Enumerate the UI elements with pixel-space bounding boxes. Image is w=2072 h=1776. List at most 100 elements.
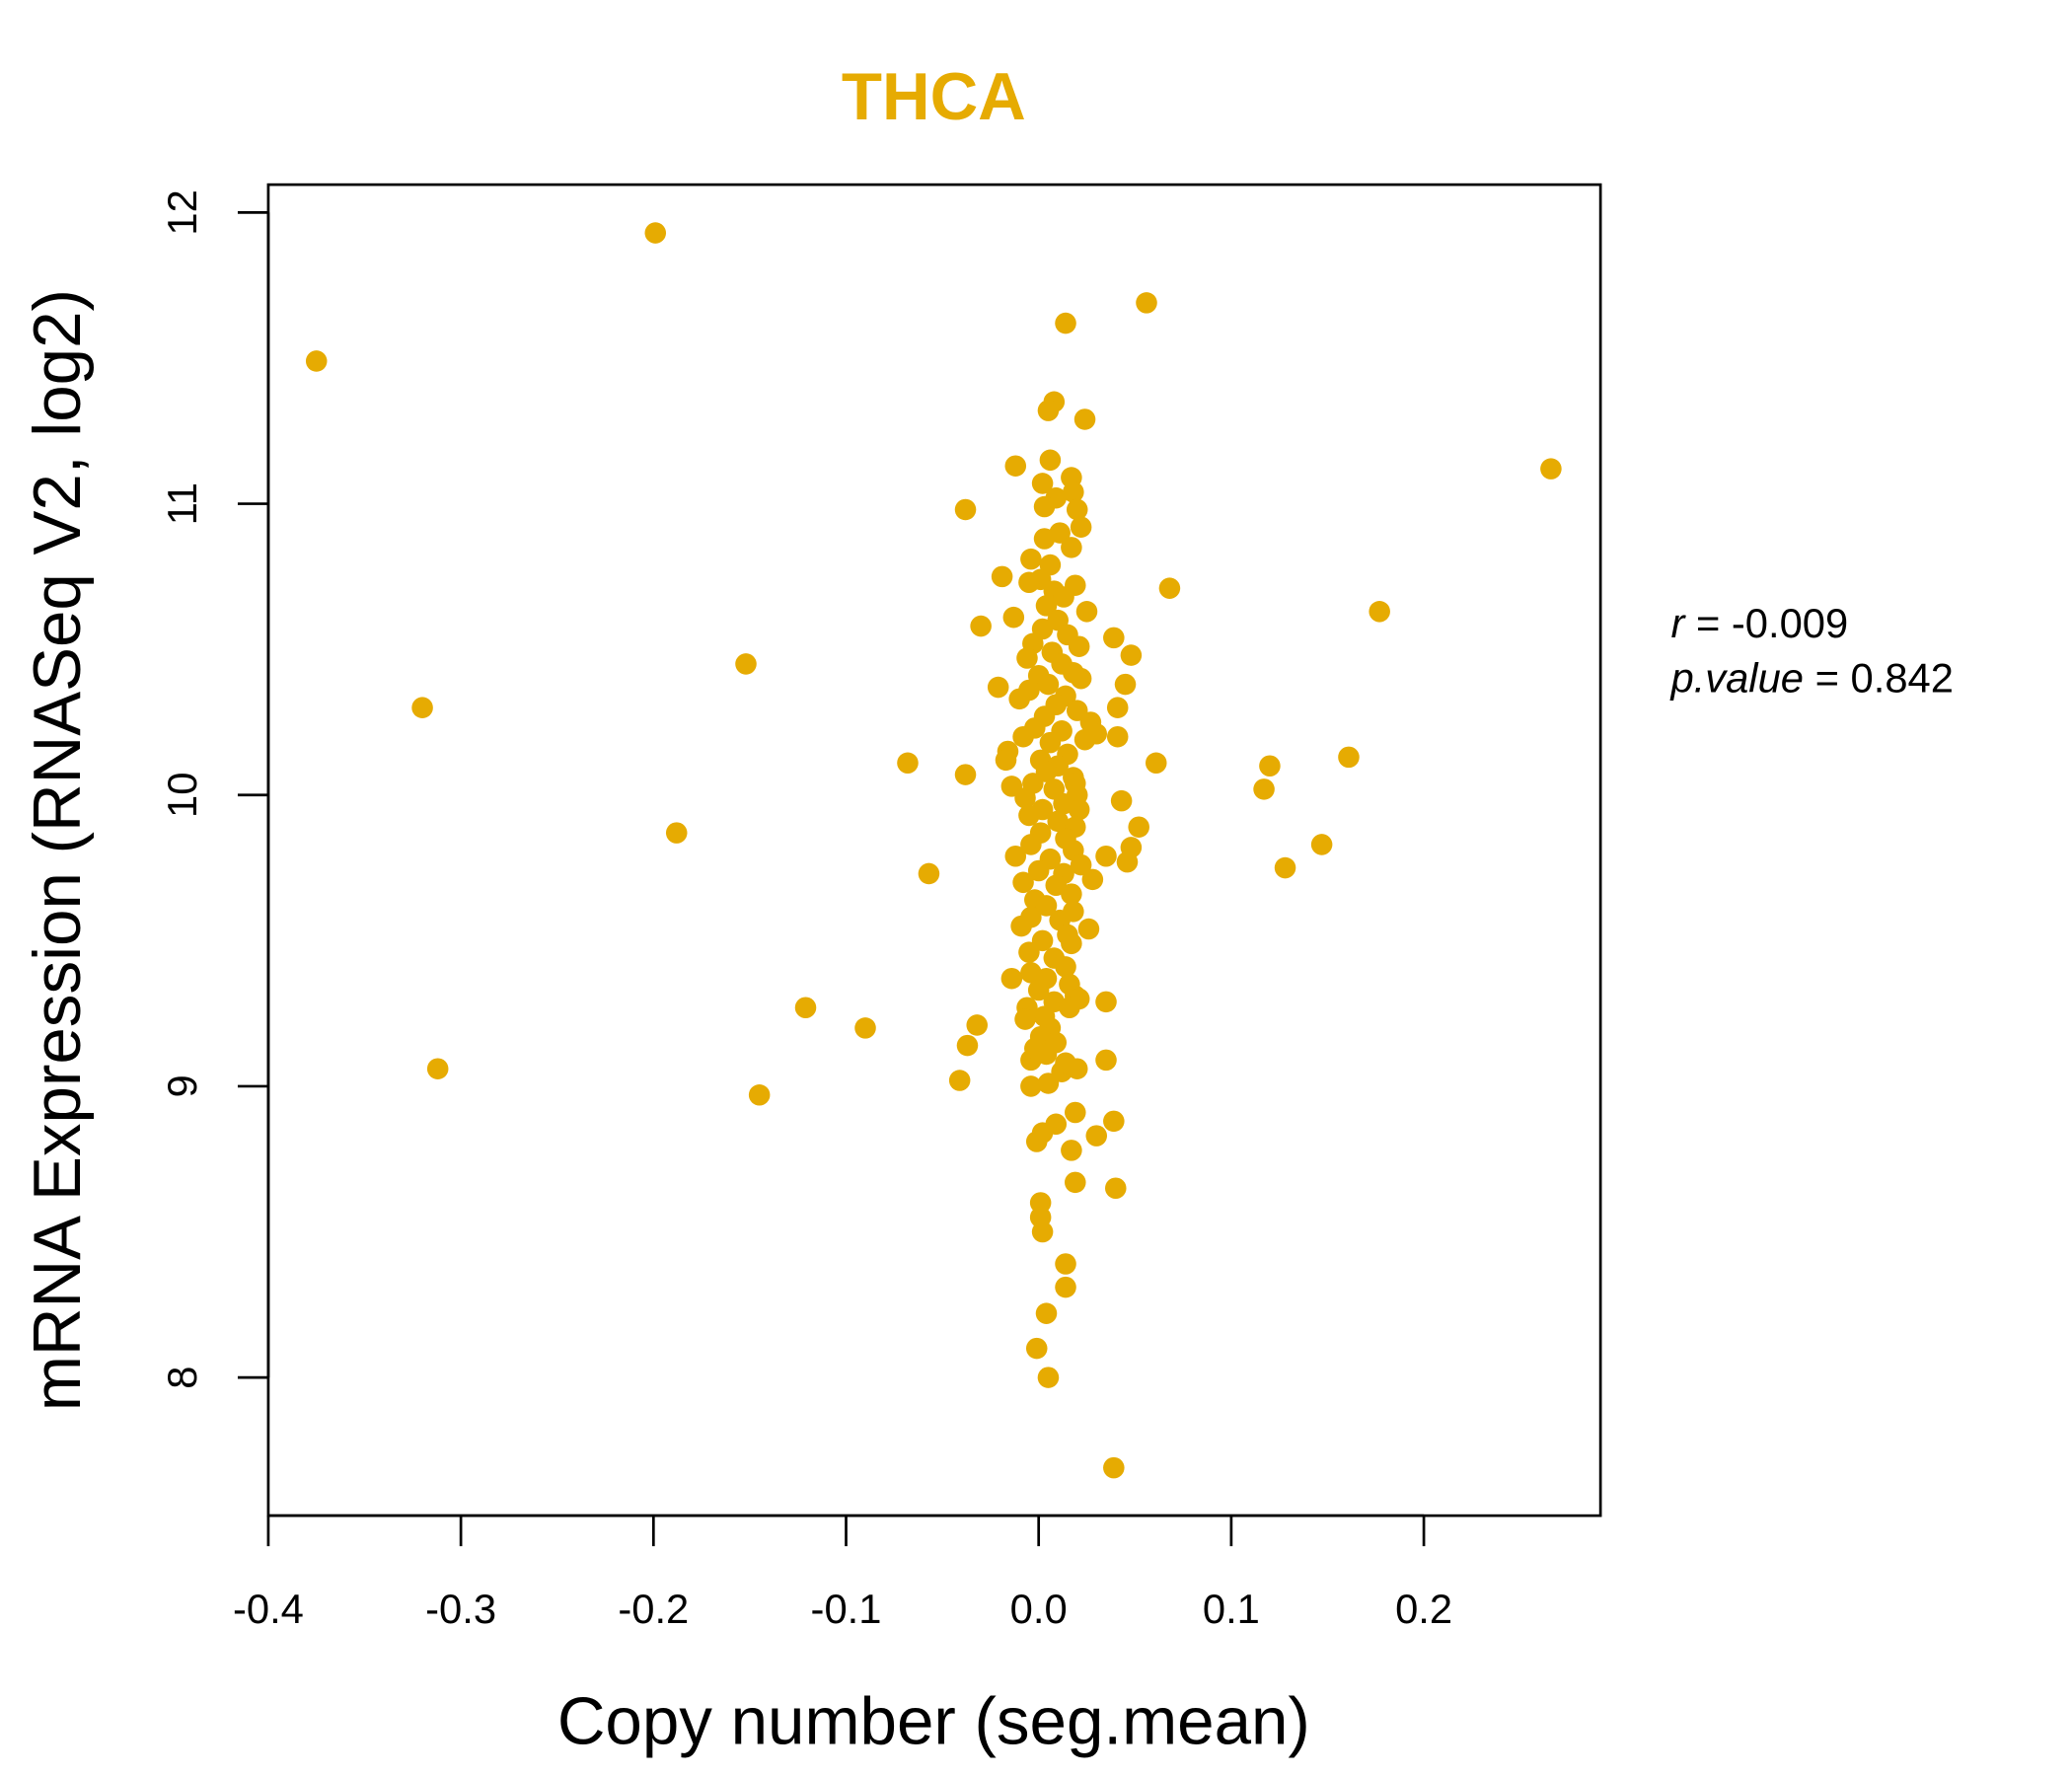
y-axis: 8 9 10 11 12 — [159, 189, 270, 1389]
data-point — [1061, 537, 1082, 558]
data-point — [1095, 1049, 1117, 1072]
data-point — [1031, 473, 1054, 494]
data-point — [1106, 725, 1129, 748]
data-point — [1070, 853, 1092, 876]
data-point — [1010, 915, 1032, 937]
stat-p: p.value = 0.842 — [1668, 654, 1953, 701]
x-tick-label: 0.0 — [1010, 1586, 1068, 1632]
y-tick-label: 12 — [159, 189, 205, 235]
data-point — [956, 1034, 979, 1057]
data-point — [1103, 627, 1125, 649]
data-point — [1004, 455, 1027, 477]
data-point — [991, 565, 1013, 588]
stat-r: r = -0.009 — [1670, 600, 1848, 646]
data-point — [1120, 644, 1143, 666]
data-point — [1027, 859, 1050, 882]
data-point — [1073, 408, 1096, 430]
data-point — [1039, 731, 1062, 754]
data-point — [1033, 495, 1056, 518]
data-point — [411, 697, 433, 718]
data-point — [1020, 1075, 1042, 1097]
data-points — [305, 222, 1562, 1479]
x-tick-label: -0.3 — [425, 1586, 496, 1632]
data-point — [1103, 1110, 1125, 1133]
data-point — [1031, 1221, 1054, 1243]
x-tick-label: 0.1 — [1203, 1586, 1260, 1632]
y-tick-label: 11 — [159, 482, 205, 525]
data-point — [1540, 458, 1562, 480]
data-point — [1055, 956, 1076, 978]
data-point — [735, 653, 757, 675]
data-point — [1008, 688, 1030, 710]
data-point — [1018, 571, 1040, 594]
data-point — [1000, 967, 1023, 990]
data-point — [1016, 647, 1038, 669]
data-point — [987, 676, 1009, 699]
data-point — [1004, 845, 1027, 867]
data-point — [1055, 1253, 1076, 1275]
data-point — [1055, 1276, 1076, 1298]
data-point — [1014, 1008, 1036, 1030]
data-point — [1061, 883, 1082, 905]
data-point — [1116, 851, 1139, 873]
data-point — [1136, 292, 1157, 314]
y-tick-label: 10 — [159, 773, 205, 818]
data-point — [954, 764, 977, 785]
data-point — [1020, 834, 1042, 855]
data-point — [1253, 778, 1275, 800]
data-point — [1037, 673, 1060, 696]
data-point — [1055, 312, 1076, 334]
data-point — [954, 498, 977, 521]
data-point — [1020, 548, 1042, 570]
data-point — [1070, 516, 1092, 538]
stat-r-label: r — [1670, 600, 1686, 646]
y-tick-label: 9 — [159, 1074, 205, 1097]
data-point — [1073, 728, 1096, 751]
stat-p-value: 0.842 — [1851, 654, 1954, 701]
data-point — [1070, 667, 1092, 690]
data-point — [1002, 606, 1025, 629]
data-point — [1065, 1171, 1086, 1194]
data-point — [918, 862, 940, 885]
data-point — [1068, 798, 1090, 821]
data-point — [1105, 1177, 1127, 1200]
data-point — [1274, 856, 1296, 879]
data-point — [1014, 786, 1036, 809]
data-point — [1047, 810, 1069, 833]
data-point — [1037, 1367, 1060, 1388]
data-point — [1110, 789, 1133, 812]
data-point — [1081, 868, 1104, 891]
x-tick-label: 0.2 — [1395, 1586, 1452, 1632]
data-point — [1075, 601, 1098, 623]
data-point — [1035, 1043, 1058, 1066]
data-point — [1037, 400, 1060, 421]
stat-p-label: p.value — [1668, 654, 1804, 701]
data-point — [1065, 1101, 1086, 1124]
data-point — [644, 222, 667, 244]
data-point — [1145, 752, 1167, 775]
x-tick-label: -0.2 — [618, 1586, 689, 1632]
data-point — [1012, 725, 1034, 748]
data-point — [1158, 577, 1181, 599]
data-point — [1033, 528, 1056, 550]
data-point — [1012, 871, 1034, 894]
data-point — [897, 752, 919, 775]
data-point — [1068, 635, 1090, 657]
y-tick-label: 8 — [159, 1367, 205, 1389]
data-point — [794, 997, 817, 1019]
data-point — [1059, 997, 1080, 1019]
data-point — [1025, 1337, 1048, 1360]
plot-frame — [266, 183, 1602, 1517]
x-tick-label: -0.1 — [811, 1586, 882, 1632]
data-point — [1039, 449, 1062, 472]
data-point — [854, 1017, 876, 1039]
data-point — [1061, 932, 1082, 955]
chart-title: THCA — [842, 60, 1026, 134]
data-point — [1106, 697, 1129, 718]
data-point — [1259, 755, 1281, 777]
data-point — [1055, 1052, 1076, 1074]
data-point — [1128, 816, 1149, 838]
data-point — [1077, 918, 1100, 940]
data-point — [1045, 874, 1068, 897]
data-point — [1338, 746, 1360, 769]
